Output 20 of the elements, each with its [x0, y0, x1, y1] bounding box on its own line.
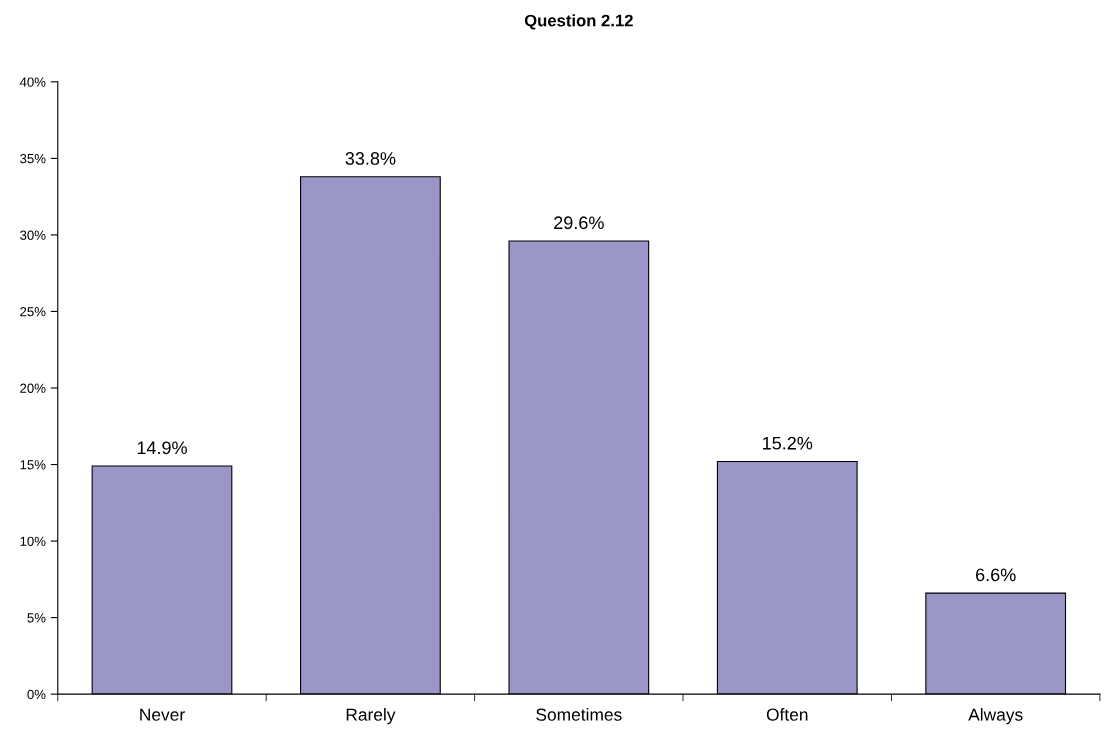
data-label: 15.2%	[763, 436, 813, 450]
y-tick-label: 0%	[27, 689, 46, 700]
x-tick-label: Sometimes	[536, 708, 622, 721]
data-label: 33.8%	[345, 152, 396, 165]
y-tick-label: 20%	[20, 383, 46, 393]
x-tick-label: Always	[968, 708, 1023, 725]
data-label: 6.6%	[976, 568, 1016, 582]
y-tick-label: 30%	[20, 230, 46, 240]
y-tick-label: 35%	[20, 153, 46, 164]
y-tick-label: 25%	[20, 307, 46, 317]
y-tick-label: 15%	[20, 460, 46, 470]
data-label: 29.6%	[554, 216, 604, 230]
chart-title: Question 2.12	[524, 14, 633, 30]
x-tick-label: Often	[766, 708, 808, 721]
y-tick-label: 40%	[19, 77, 46, 87]
x-tick-label: Never	[140, 708, 185, 721]
x-tick-label: Rarely	[346, 708, 396, 725]
data-label: 14.9%	[137, 441, 187, 455]
y-tick-label: 5%	[27, 613, 46, 623]
y-tick-label: 10%	[20, 536, 46, 546]
